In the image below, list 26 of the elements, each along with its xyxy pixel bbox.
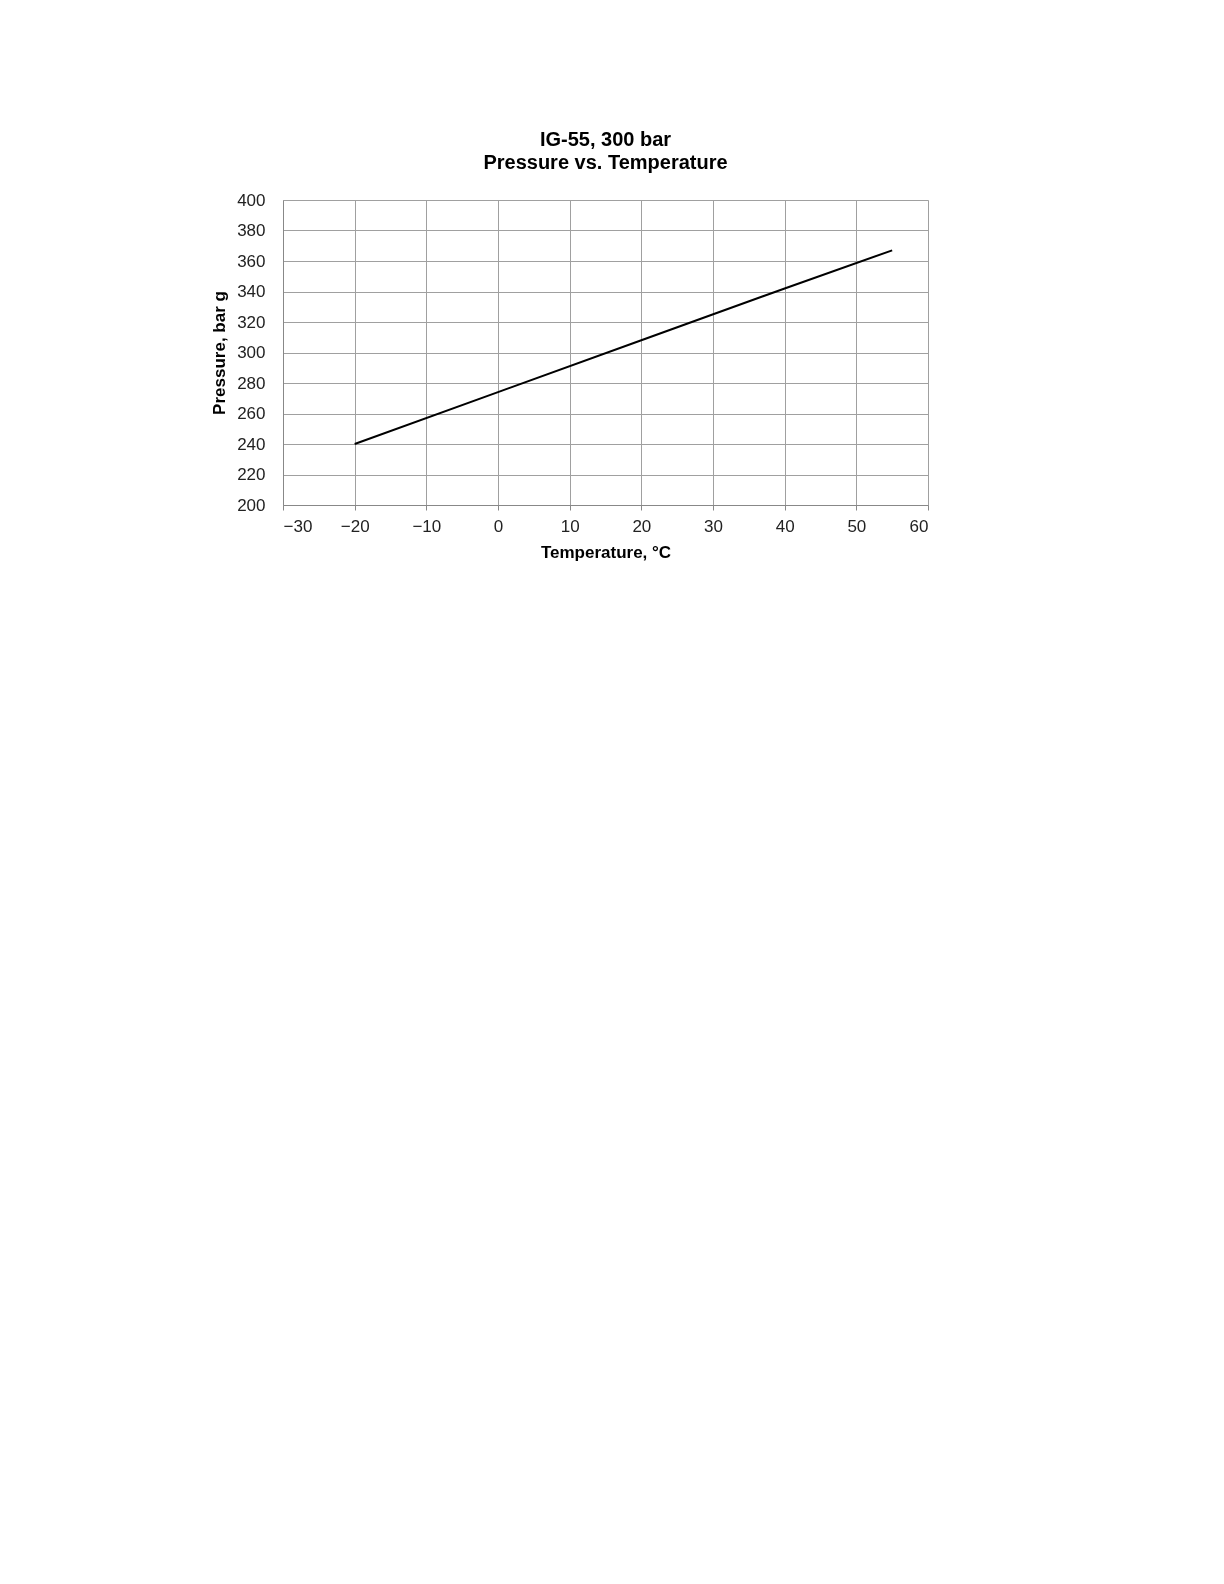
y-tick-label: 300: [237, 343, 266, 362]
x-tick-label: 60: [909, 516, 929, 536]
y-tick-label: 200: [237, 495, 266, 515]
chart-title: IG-55, 300 bar: [539, 128, 672, 150]
x-tick-label: 40: [775, 516, 795, 536]
x-tick-label: 10: [560, 516, 580, 536]
y-tick-label: 380: [237, 221, 266, 240]
x-tick-label: 20: [632, 516, 652, 536]
y-tick-label: 240: [237, 434, 266, 454]
x-tick-label: 30: [704, 516, 723, 536]
x-axis-title: Temperature, °C: [540, 542, 672, 562]
x-tick-label: 50: [847, 516, 867, 536]
y-tick-label: 340: [237, 282, 266, 301]
y-tick-label: 400: [237, 190, 266, 210]
y-tick-label: 320: [237, 312, 266, 332]
y-tick-label: 360: [237, 251, 266, 271]
x-tick-label: 0: [493, 516, 504, 536]
y-tick-label: 260: [237, 404, 266, 423]
x-tick-label: −10: [412, 516, 442, 536]
y-axis-title: Pressure, bar g: [210, 291, 230, 415]
x-tick-label: −20: [340, 516, 370, 536]
y-tick-label: 220: [237, 465, 266, 484]
x-tick-label: −30: [283, 516, 313, 536]
line-series: [353, 249, 894, 445]
y-tick-label: 280: [237, 373, 266, 393]
chart-subtitle: Pressure vs. Temperature: [483, 151, 728, 173]
